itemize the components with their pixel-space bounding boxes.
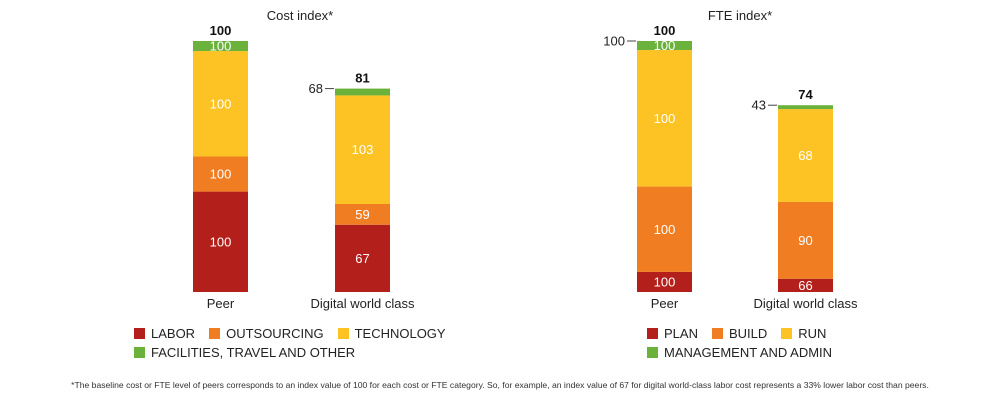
bar-segment-outsourcing [193, 156, 248, 192]
segment-label: 100 [210, 167, 232, 182]
cost-legend: LABOR OUTSOURCING TECHNOLOGY FACILITIES, TR… [134, 324, 446, 362]
category-label: Digital world class [310, 296, 415, 311]
bar-segment-build [778, 201, 833, 279]
legend-label: OUTSOURCING [226, 326, 324, 341]
legend-swatch [711, 328, 723, 339]
segment-label: 100 [654, 38, 676, 53]
legend-swatch [781, 328, 793, 339]
chart-title: FTE index* [708, 8, 772, 23]
legend-item: PLAN [647, 326, 698, 341]
segment-label: 68 [798, 148, 812, 163]
segment-callout-label: 43 [752, 98, 766, 113]
bar-total-label: 74 [798, 87, 813, 102]
segment-label: 66 [798, 278, 812, 293]
category-label: Peer [651, 296, 679, 311]
legend-swatch [134, 347, 145, 358]
legend-item: LABOR [134, 326, 195, 341]
segment-label: 100 [210, 234, 232, 249]
legend-row: LABOR OUTSOURCING TECHNOLOGY [134, 324, 446, 343]
bar-segment-labor [193, 191, 248, 292]
bar-segment-management-and-admin [778, 105, 833, 110]
legend-label: LABOR [151, 326, 196, 341]
fte-legend: PLAN BUILD RUN MANAGEMENT AND ADMIN [647, 324, 832, 362]
chart-title: Cost index* [267, 8, 333, 23]
segment-label: 90 [798, 233, 812, 248]
bar-segment-plan [637, 271, 692, 292]
bar-segment-facilities-travel-and-other [193, 41, 248, 52]
bar-segment-technology [193, 51, 248, 157]
legend-row: MANAGEMENT AND ADMIN [647, 343, 832, 362]
legend-swatch [134, 328, 145, 339]
segment-callout-label: 68 [309, 81, 323, 96]
segment-label: 100 [210, 39, 232, 54]
bar-segment-outsourcing [335, 203, 390, 225]
legend-item: TECHNOLOGY [337, 326, 446, 341]
segment-label: 100 [210, 96, 232, 111]
legend-item: BUILD [711, 326, 768, 341]
bar-segment-technology [335, 95, 390, 204]
legend-label: TECHNOLOGY [354, 326, 446, 341]
category-label: Digital world class [753, 296, 858, 311]
segment-label: 100 [654, 111, 676, 126]
bar-segment-build [637, 186, 692, 272]
segment-label: 59 [355, 207, 369, 222]
segment-callout-label: 100 [603, 34, 625, 49]
category-label: Peer [207, 296, 235, 311]
legend-row: FACILITIES, TRAVEL AND OTHER [134, 343, 446, 362]
legend-label: PLAN [664, 326, 698, 341]
legend-swatch [647, 347, 658, 358]
bar-total-label: 100 [654, 23, 676, 38]
legend-item: OUTSOURCING [209, 326, 324, 341]
legend-item: MANAGEMENT AND ADMIN [647, 345, 832, 360]
legend-swatch [647, 328, 658, 339]
bar-segment-run [637, 50, 692, 187]
legend-swatch [337, 328, 349, 339]
legend-swatch [209, 328, 221, 339]
legend-item: RUN [781, 326, 826, 341]
bar-segment-facilities-travel-and-other [335, 88, 390, 96]
bar-segment-plan [778, 278, 833, 292]
legend-label: RUN [798, 326, 827, 341]
legend-label: MANAGEMENT AND ADMIN [664, 345, 833, 360]
legend-label: FACILITIES, TRAVEL AND OTHER [151, 345, 356, 360]
bar-segment-labor [335, 224, 390, 292]
legend-row: PLAN BUILD RUN [647, 324, 832, 343]
bar-total-label: 81 [355, 71, 369, 86]
bar-segment-management-and-admin [637, 41, 692, 51]
segment-label: 100 [654, 274, 676, 289]
segment-label: 103 [352, 142, 374, 157]
legend-item: FACILITIES, TRAVEL AND OTHER [134, 345, 355, 360]
bar-total-label: 100 [210, 23, 232, 38]
legend-label: BUILD [728, 326, 768, 341]
segment-label: 67 [355, 251, 369, 266]
segment-label: 100 [654, 222, 676, 237]
footnote: *The baseline cost or FTE level of peers… [71, 380, 929, 390]
bar-segment-run [778, 109, 833, 202]
